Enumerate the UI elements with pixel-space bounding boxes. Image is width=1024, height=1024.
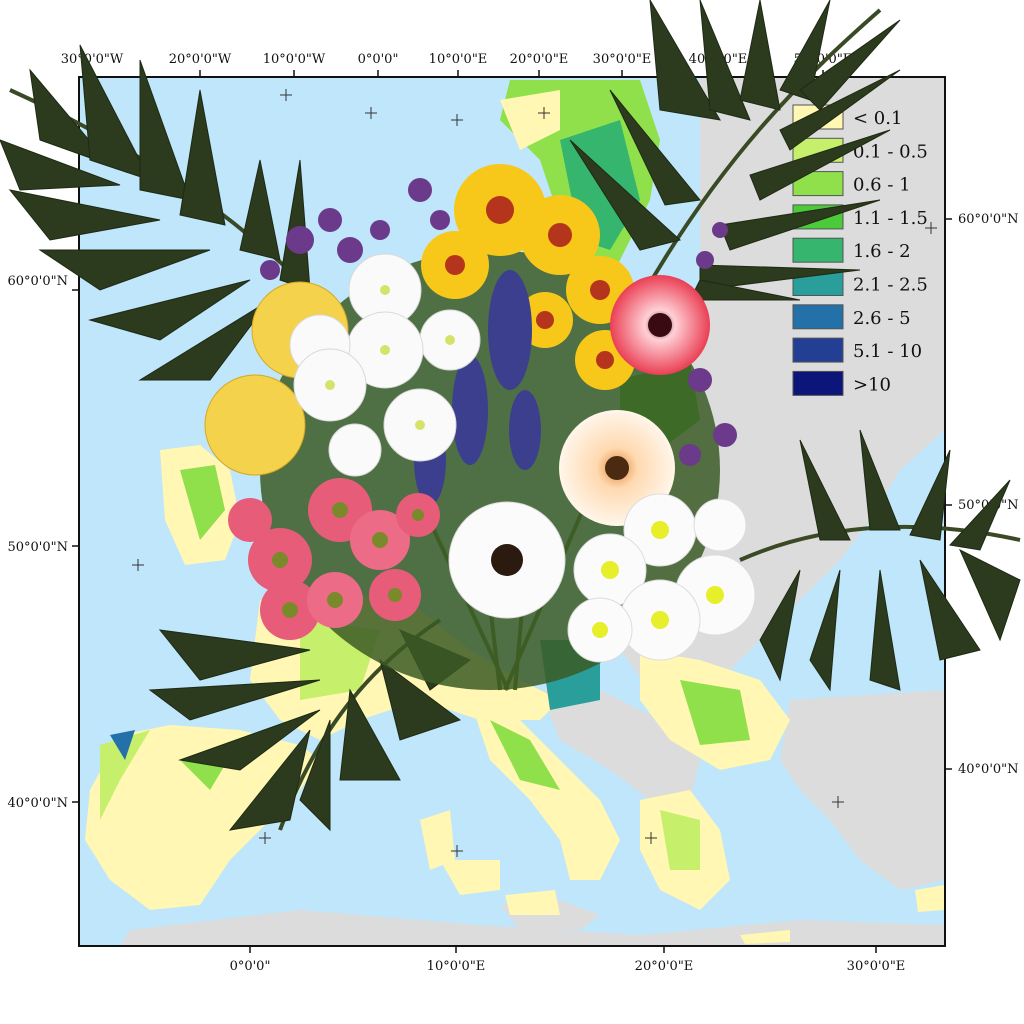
pink-daisy-icon: [228, 478, 440, 640]
bottom-tick-label: 0°0'0": [230, 959, 271, 974]
palm-frond-icon: [148, 618, 471, 832]
white-daisy-center: [592, 521, 724, 638]
top-tick-label: 30°0'0"E: [593, 52, 652, 67]
legend-label: 0.1 - 0.5: [853, 141, 928, 162]
legend-label: 0.6 - 1: [853, 175, 911, 196]
right-tick-label: 60°0'0"N: [958, 212, 1019, 227]
delphinium-flower-icon: [414, 270, 541, 505]
top-tick-label: 10°0'0"W: [263, 52, 326, 67]
bottom-tick-label: 30°0'0"E: [847, 959, 906, 974]
legend-label: 1.1 - 1.5: [853, 208, 928, 229]
limonium-flower-icon: [260, 178, 737, 466]
bouquet-overlay: [0, 0, 1021, 832]
top-tick-label: 30°0'0"W: [61, 52, 124, 67]
map-frame: [78, 76, 946, 947]
yellow-mum-icon: [421, 164, 635, 390]
bottom-tick-label: 10°0'0"E: [427, 959, 486, 974]
top-tick-label: 10°0'0"E: [429, 52, 488, 67]
palm-frond-icon: [0, 44, 322, 381]
palm-frond-icon: [569, 0, 901, 301]
right-tick-label: 40°0'0"N: [958, 762, 1019, 777]
pink-gerbera-icon: [610, 275, 710, 375]
right-tick-labels: 60°0'0"N 50°0'0"N 40°0'0"N: [958, 212, 1019, 777]
legend-swatch: [792, 304, 844, 330]
legend-label: < 0.1: [853, 108, 902, 129]
left-tick-label: 40°0'0"N: [7, 796, 68, 811]
legend-label: >10: [853, 374, 891, 395]
legend-label: 1.6 - 2: [853, 241, 911, 262]
legend-swatch: [792, 237, 844, 263]
legend-swatch: [792, 337, 844, 363]
bottom-tick-label: 20°0'0"E: [635, 959, 694, 974]
top-tick-labels: 30°0'0"W 20°0'0"W 10°0'0"W 0°0'0" 10°0'0…: [61, 52, 853, 67]
white-gerbera-icon: [448, 501, 566, 619]
top-tick-label: 20°0'0"E: [510, 52, 569, 67]
left-tick-labels: 60°0'0"N 50°0'0"N 40°0'0"N: [7, 274, 68, 811]
bottom-tick-labels: 0°0'0" 10°0'0"E 20°0'0"E 30°0'0"E: [230, 959, 906, 974]
palm-frond-icon: [739, 429, 1021, 692]
graticule-crosses: [132, 89, 937, 857]
top-tick-label: 20°0'0"W: [169, 52, 232, 67]
legend-label: 5.1 - 10: [853, 341, 922, 362]
legend: < 0.1 0.1 - 0.5 0.6 - 1 1.1 - 1.5 1.6 - 2 2.1…: [792, 104, 928, 396]
legend-label: 2.1 - 2.5: [853, 275, 928, 296]
left-tick-label: 60°0'0"N: [7, 274, 68, 289]
legend-swatch: [792, 370, 844, 396]
left-tick-label: 50°0'0"N: [7, 540, 68, 555]
top-tick-label: 0°0'0": [358, 52, 399, 67]
white-daisy-center: [325, 285, 455, 430]
legend-label: 2.6 - 5: [853, 308, 911, 329]
